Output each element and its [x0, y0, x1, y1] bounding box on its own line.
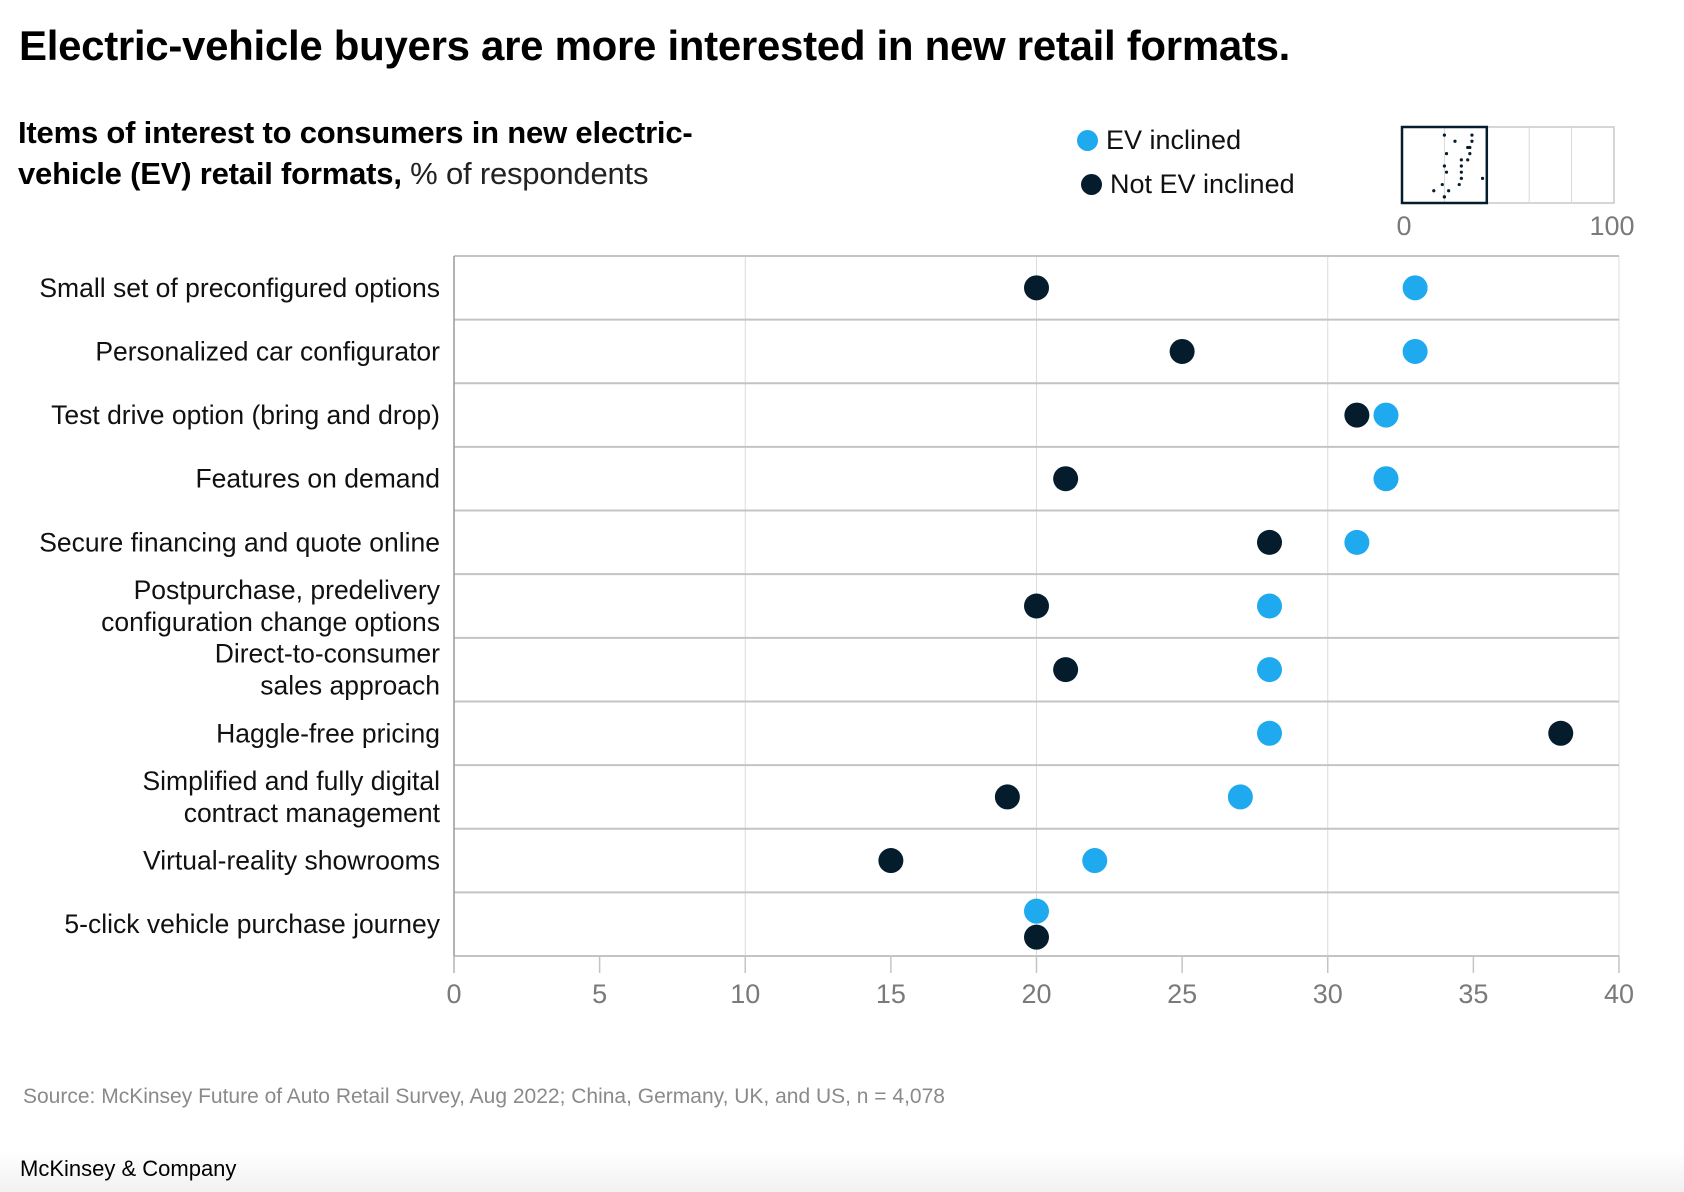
minimap-dot	[1442, 133, 1446, 137]
category-label: Haggle-free pricing	[216, 718, 440, 748]
dot-ev-inclined	[1402, 275, 1428, 301]
minimap-dot	[1480, 176, 1485, 180]
category-label: 5-click vehicle purchase journey	[64, 909, 440, 939]
minimap-dot	[1459, 170, 1463, 174]
minimap-dot	[1442, 195, 1446, 199]
dot-ev-inclined	[1257, 720, 1282, 746]
x-tick-label: 30	[1313, 979, 1343, 1009]
legend-label-ev: EV inclined	[1106, 125, 1242, 155]
dot-ev-inclined	[1373, 466, 1399, 492]
source-note: Source: McKinsey Future of Auto Retail S…	[23, 1085, 945, 1108]
legend-label-not-ev: Not EV inclined	[1110, 169, 1295, 199]
category-label: Simplified and fully digital contract man…	[142, 766, 440, 828]
dot-not-ev-inclined	[1169, 338, 1195, 364]
footer-brand: McKinsey & Company	[20, 1156, 237, 1181]
category-label-line: 5-click vehicle purchase journey	[64, 909, 440, 939]
category-label-line: configuration change options	[101, 607, 440, 637]
category-label: Small set of preconfigured options	[39, 273, 440, 303]
minimap-dot	[1444, 152, 1449, 156]
minimap-viewport-box	[1400, 125, 1489, 205]
legend-item-not-ev-inclined: Not EV inclined	[1081, 169, 1295, 200]
dot-not-ev-inclined	[1344, 402, 1370, 428]
dot-not-ev-inclined	[1024, 924, 1049, 950]
minimap-dot	[1459, 176, 1463, 180]
legend-dot-not-ev-icon	[1081, 174, 1102, 195]
category-label: Postpurchase, predelivery configuration c…	[101, 575, 441, 637]
dot-ev-inclined	[1257, 593, 1282, 619]
category-label-line: Small set of preconfigured options	[39, 273, 440, 303]
x-tick-label: 0	[446, 979, 461, 1009]
x-tick-label: 15	[876, 979, 906, 1009]
minimap-dot	[1444, 170, 1449, 174]
dot-not-ev-inclined	[1257, 529, 1282, 555]
category-label-line: Postpurchase, predelivery	[134, 575, 441, 605]
dot-ev-inclined	[1227, 784, 1253, 810]
category-label-line: Secure financing and quote online	[39, 527, 440, 557]
dot-not-ev-inclined	[1053, 466, 1079, 492]
data-points	[878, 275, 1574, 950]
category-label-line: contract management	[184, 798, 441, 828]
dot-not-ev-inclined	[1548, 720, 1574, 746]
legend-dot-ev-icon	[1077, 130, 1098, 151]
x-tick-label: 40	[1604, 979, 1634, 1009]
minimap-dot	[1470, 139, 1474, 143]
x-tick-label: 10	[730, 979, 760, 1009]
x-tick-label: 35	[1458, 979, 1488, 1009]
minimap-dot	[1447, 189, 1451, 193]
legend-item-ev-inclined: EV inclined	[1077, 125, 1241, 156]
dot-ev-inclined	[1024, 898, 1049, 924]
subtitle-main: Items of interest to consumers in new el…	[18, 115, 693, 191]
category-label-line: Haggle-free pricing	[216, 718, 440, 748]
minimap-dot	[1470, 133, 1474, 137]
dot-not-ev-inclined	[994, 784, 1020, 810]
minimap-dot	[1468, 152, 1472, 156]
chart-subtitle: Items of interest to consumers in new el…	[18, 112, 778, 194]
minimap-dot	[1442, 164, 1446, 168]
minimap-dot	[1459, 158, 1463, 162]
chart-grid	[453, 255, 1620, 973]
subtitle-unit: % of respondents	[401, 156, 649, 191]
dot-not-ev-inclined	[1024, 593, 1049, 619]
chart-title: Electric-vehicle buyers are more interes…	[19, 22, 1291, 69]
dot-ev-inclined	[1082, 848, 1108, 874]
category-label-line: Simplified and fully digital	[142, 766, 440, 796]
dot-ev-inclined	[1402, 338, 1428, 364]
x-tick-label: 20	[1021, 979, 1051, 1009]
dot-ev-inclined	[1344, 529, 1370, 555]
category-label: Direct-to-consumer sales approach	[215, 639, 440, 701]
dot-ev-inclined	[1373, 402, 1399, 428]
category-label-line: Direct-to-consumer	[215, 639, 440, 669]
minimap-dot	[1457, 182, 1461, 187]
minimap-dot	[1459, 164, 1463, 168]
x-tick-label: 5	[592, 979, 607, 1009]
category-label: Secure financing and quote online	[39, 527, 440, 557]
dot-not-ev-inclined	[1024, 275, 1049, 301]
minimap-dot	[1440, 182, 1444, 187]
minimap-dot	[1453, 139, 1457, 143]
minimap-dot	[1466, 145, 1470, 150]
category-label-line: Test drive option (bring and drop)	[51, 400, 440, 430]
category-label-line: Virtual-reality showrooms	[143, 846, 440, 876]
minimap-max-label: 100	[1589, 211, 1634, 241]
category-label-line: Personalized car configurator	[95, 336, 440, 366]
x-tick-label: 25	[1167, 979, 1197, 1009]
x-axis: 0 5 10 15 20 25 30 35 40	[446, 956, 1634, 1009]
category-labels: Small set of preconfigured options Person…	[39, 273, 440, 939]
category-label: Virtual-reality showrooms	[143, 846, 440, 876]
dot-not-ev-inclined	[878, 848, 904, 874]
category-label: Personalized car configurator	[95, 336, 440, 366]
category-label-line: sales approach	[260, 671, 440, 701]
category-label: Test drive option (bring and drop)	[51, 400, 440, 430]
minimap-dot	[1466, 158, 1470, 162]
minimap-min-label: 0	[1396, 211, 1411, 241]
category-label: Features on demand	[195, 464, 440, 494]
category-label-line: Features on demand	[195, 464, 440, 494]
dot-not-ev-inclined	[1053, 657, 1079, 683]
dot-ev-inclined	[1257, 657, 1282, 683]
minimap-dot	[1432, 189, 1436, 193]
minimap: 0 100	[1396, 125, 1635, 241]
